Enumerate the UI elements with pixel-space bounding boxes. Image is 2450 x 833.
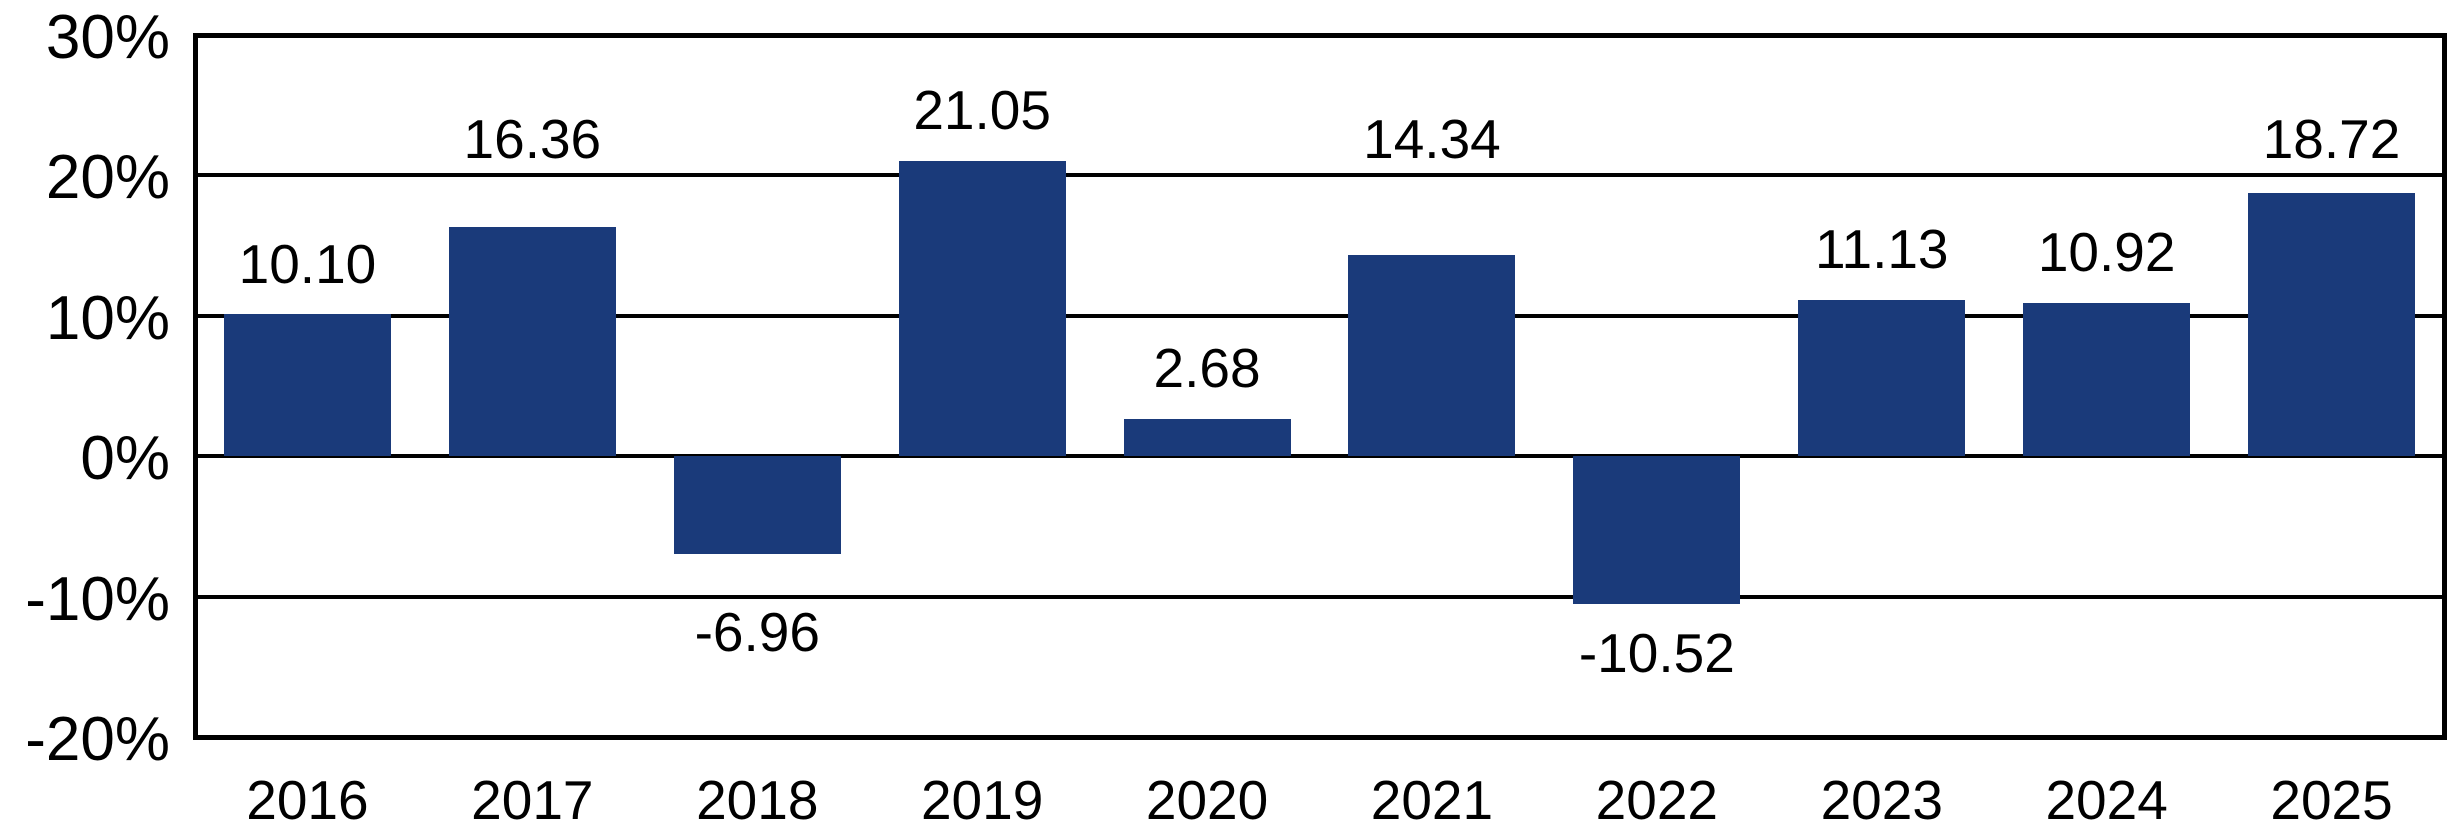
bar-2018 [673, 456, 841, 554]
x-tick-label-2025: 2025 [2270, 768, 2393, 831]
x-tick-label-2023: 2023 [1820, 768, 1943, 831]
gridline [192, 173, 2447, 178]
x-tick-label-2022: 2022 [1595, 768, 1719, 831]
gridline [192, 454, 2447, 459]
plot-border-line [192, 32, 2447, 38]
value-label-2022: -10.52 [1578, 622, 1735, 685]
y-tick-label-20%: 20% [45, 143, 170, 213]
value-label-2024: 10.92 [2037, 221, 2176, 284]
plot-border-right [2441, 32, 2447, 740]
bar-2016 [223, 314, 391, 457]
y-tick-label-10%: 10% [45, 283, 170, 353]
plot-border-line [192, 734, 2447, 740]
value-label-2018: -6.96 [694, 601, 820, 664]
value-label-2017: 16.36 [463, 107, 602, 170]
gridline [192, 313, 2447, 318]
x-tick-label-2016: 2016 [246, 768, 369, 831]
bar-2019 [898, 160, 1066, 457]
value-label-2020: 2.68 [1153, 337, 1261, 400]
y-tick-label--20%: -20% [25, 705, 170, 774]
y-tick-label--10%: -10% [25, 564, 170, 634]
bar-2023 [1798, 299, 1966, 457]
x-tick-label-2019: 2019 [920, 768, 1044, 831]
y-tick-label-30%: 30% [45, 3, 170, 72]
bar-2021 [1348, 254, 1516, 457]
x-tick-label-2020: 2020 [1145, 768, 1269, 831]
y-tick-label-0%: 0% [80, 424, 170, 494]
value-label-2025: 18.72 [2262, 107, 2401, 170]
value-label-2023: 11.13 [1814, 218, 1949, 281]
x-tick-label-2024: 2024 [2045, 768, 2168, 831]
bar-2024 [2023, 302, 2191, 457]
y-axis-line [192, 32, 198, 740]
x-tick-label-2021: 2021 [1370, 768, 1494, 831]
value-label-2019: 21.05 [913, 79, 1051, 142]
value-label-2016: 10.10 [238, 232, 377, 295]
bar-2022 [1573, 456, 1741, 604]
bar-2020 [1123, 418, 1291, 457]
x-tick-label-2018: 2018 [696, 768, 819, 831]
bar-2025 [2248, 193, 2416, 457]
gridline [192, 594, 2447, 599]
x-tick-label-2017: 2017 [471, 768, 594, 831]
bar-2017 [448, 226, 616, 457]
value-label-2021: 14.34 [1363, 107, 1501, 170]
